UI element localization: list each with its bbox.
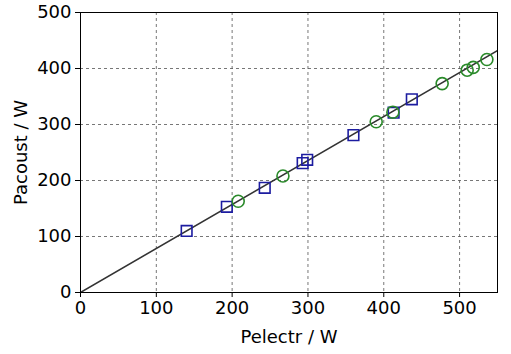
svg-text:100: 100 (37, 225, 71, 246)
svg-text:0: 0 (75, 297, 86, 318)
svg-text:100: 100 (139, 297, 173, 318)
svg-text:200: 200 (37, 169, 71, 190)
svg-text:200: 200 (215, 297, 249, 318)
svg-text:0: 0 (60, 281, 71, 302)
svg-text:Pacoust / W: Pacoust / W (10, 100, 31, 205)
svg-text:500: 500 (37, 1, 71, 22)
svg-text:300: 300 (291, 297, 325, 318)
svg-text:Pelectr / W: Pelectr / W (240, 326, 337, 347)
svg-text:400: 400 (37, 57, 71, 78)
svg-text:300: 300 (37, 113, 71, 134)
svg-text:400: 400 (367, 297, 401, 318)
svg-text:500: 500 (442, 297, 476, 318)
